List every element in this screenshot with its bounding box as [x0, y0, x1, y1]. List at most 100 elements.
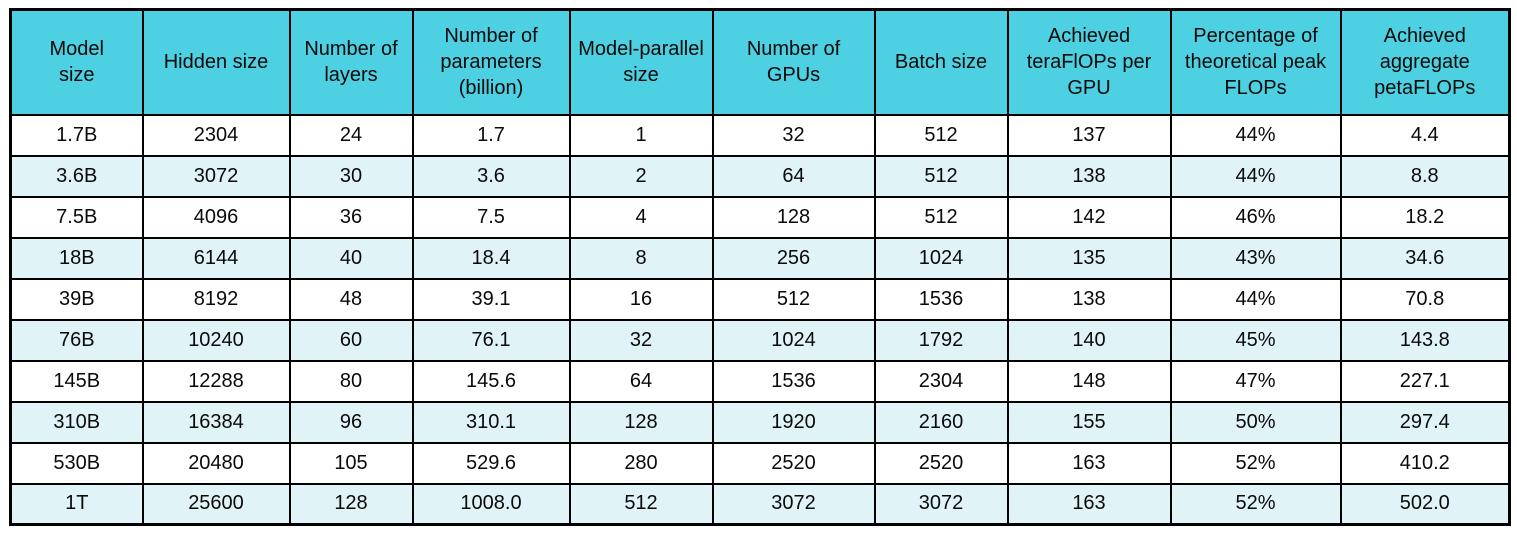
table-cell: 1536	[711, 359, 876, 403]
column-header-number-of-parameters-billion: Number of parameters (billion)	[411, 8, 571, 116]
table-cell: 512	[873, 195, 1009, 239]
table-cell: 163	[1006, 482, 1172, 526]
column-header-number-of-layers: Number of layers	[288, 8, 414, 116]
table-cell: 280	[568, 441, 714, 485]
table-cell: 18.2	[1339, 195, 1511, 239]
table-row-145b: 145B 12288 80 145.6 64 1536 2304 148 47% 227.1	[9, 359, 1511, 403]
table-cell: 310B	[9, 400, 144, 444]
table-cell: 34.6	[1339, 236, 1511, 280]
table-cell: 50%	[1169, 400, 1342, 444]
table-cell: 32	[711, 113, 876, 157]
table-cell: 64	[711, 154, 876, 198]
table-cell: 46%	[1169, 195, 1342, 239]
table-row-1t: 1T 25600 128 1008.0 512 3072 3072 163 52% 502.0	[9, 482, 1511, 526]
table-cell: 135	[1006, 236, 1172, 280]
column-header-hidden-size: Hidden size	[141, 8, 291, 116]
table-row-76b: 76B 10240 60 76.1 32 1024 1792 140 45% 143.8	[9, 318, 1511, 362]
table-cell: 502.0	[1339, 482, 1511, 526]
table-cell: 48	[288, 277, 414, 321]
table-cell: 138	[1006, 277, 1172, 321]
column-header-model-parallel-size: Model-parallel size	[568, 8, 714, 116]
table-cell: 36	[288, 195, 414, 239]
table-cell: 2304	[873, 359, 1009, 403]
table-cell: 47%	[1169, 359, 1342, 403]
table-cell: 8.8	[1339, 154, 1511, 198]
table-cell: 76.1	[411, 318, 571, 362]
table-row-7-5b: 7.5B 4096 36 7.5 4 128 512 142 46% 18.2	[9, 195, 1511, 239]
table-cell: 1024	[873, 236, 1009, 280]
table-cell: 7.5	[411, 195, 571, 239]
column-header-number-of-gpus: Number of GPUs	[711, 8, 876, 116]
table-cell: 1536	[873, 277, 1009, 321]
table-cell: 8	[568, 236, 714, 280]
table-cell: 96	[288, 400, 414, 444]
table-cell: 18.4	[411, 236, 571, 280]
column-header-label: Batch size	[894, 51, 988, 74]
column-header-label: Number of GPUs	[746, 38, 841, 87]
table-cell: 16	[568, 277, 714, 321]
table-cell: 60	[288, 318, 414, 362]
table-cell: 410.2	[1339, 441, 1511, 485]
column-header-achieved-teraflops-per-gpu: Achieved teraFlOPs per GPU	[1006, 8, 1172, 116]
table-cell: 43%	[1169, 236, 1342, 280]
table-cell: 2	[568, 154, 714, 198]
table-cell: 105	[288, 441, 414, 485]
table-cell: 145B	[9, 359, 144, 403]
table-cell: 1008.0	[411, 482, 571, 526]
table-cell: 3072	[711, 482, 876, 526]
table-cell: 44%	[1169, 154, 1342, 198]
table-cell: 7.5B	[9, 195, 144, 239]
table-cell: 2520	[711, 441, 876, 485]
column-header-label: Number of parameters (billion)	[440, 25, 542, 100]
table-cell: 2520	[873, 441, 1009, 485]
table-cell: 76B	[9, 318, 144, 362]
table-cell: 512	[873, 154, 1009, 198]
table-cell: 1T	[9, 482, 144, 526]
table-cell: 52%	[1169, 441, 1342, 485]
column-header-label: Number of layers	[304, 38, 398, 87]
table-cell: 4.4	[1339, 113, 1511, 157]
table-row-530b: 530B 20480 105 529.6 280 2520 2520 163 52% 410.2	[9, 441, 1511, 485]
table-cell: 1920	[711, 400, 876, 444]
table-cell: 256	[711, 236, 876, 280]
table-cell: 128	[288, 482, 414, 526]
table-cell: 137	[1006, 113, 1172, 157]
column-header-label: Achieved teraFlOPs per GPU	[1026, 25, 1152, 100]
column-header-percentage-of-theoretical-peak-flops: Percentage of theoretical peak FLOPs	[1169, 8, 1342, 116]
table-cell: 80	[288, 359, 414, 403]
table-cell: 3072	[141, 154, 291, 198]
table-cell: 142	[1006, 195, 1172, 239]
table-cell: 163	[1006, 441, 1172, 485]
table-cell: 16384	[141, 400, 291, 444]
table-row-18b: 18B 6144 40 18.4 8 256 1024 135 43% 34.6	[9, 236, 1511, 280]
column-header-batch-size: Batch size	[873, 8, 1009, 116]
table-cell: 297.4	[1339, 400, 1511, 444]
table-cell: 64	[568, 359, 714, 403]
table-cell: 128	[568, 400, 714, 444]
table-cell: 143.8	[1339, 318, 1511, 362]
column-header-model-size: Model size	[9, 8, 144, 116]
table-cell: 1024	[711, 318, 876, 362]
table-body: 1.7B 2304 24 1.7 1 32 512 137 44% 4.4 3.6B 3072 30 3.…	[9, 113, 1511, 526]
table-cell: 52%	[1169, 482, 1342, 526]
table-row-1-7b: 1.7B 2304 24 1.7 1 32 512 137 44% 4.4	[9, 113, 1511, 157]
table-cell: 2304	[141, 113, 291, 157]
table-cell: 3072	[873, 482, 1009, 526]
table-cell: 70.8	[1339, 277, 1511, 321]
table-cell: 24	[288, 113, 414, 157]
table-cell: 20480	[141, 441, 291, 485]
table-row-310b: 310B 16384 96 310.1 128 1920 2160 155 50% 297.4	[9, 400, 1511, 444]
table-cell: 25600	[141, 482, 291, 526]
table-cell: 32	[568, 318, 714, 362]
table-cell: 512	[711, 277, 876, 321]
column-header-label: Model-parallel size	[578, 38, 704, 87]
table-cell: 40	[288, 236, 414, 280]
table-cell: 10240	[141, 318, 291, 362]
table-cell: 148	[1006, 359, 1172, 403]
table-cell: 145.6	[411, 359, 571, 403]
table-cell: 1792	[873, 318, 1009, 362]
model-scaling-table: Model size Hidden size Number of layers Num…	[9, 8, 1511, 526]
table-cell: 44%	[1169, 113, 1342, 157]
table-cell: 3.6B	[9, 154, 144, 198]
column-header-achieved-aggregate-petaflops: Achieved aggregate petaFLOPs	[1339, 8, 1511, 116]
